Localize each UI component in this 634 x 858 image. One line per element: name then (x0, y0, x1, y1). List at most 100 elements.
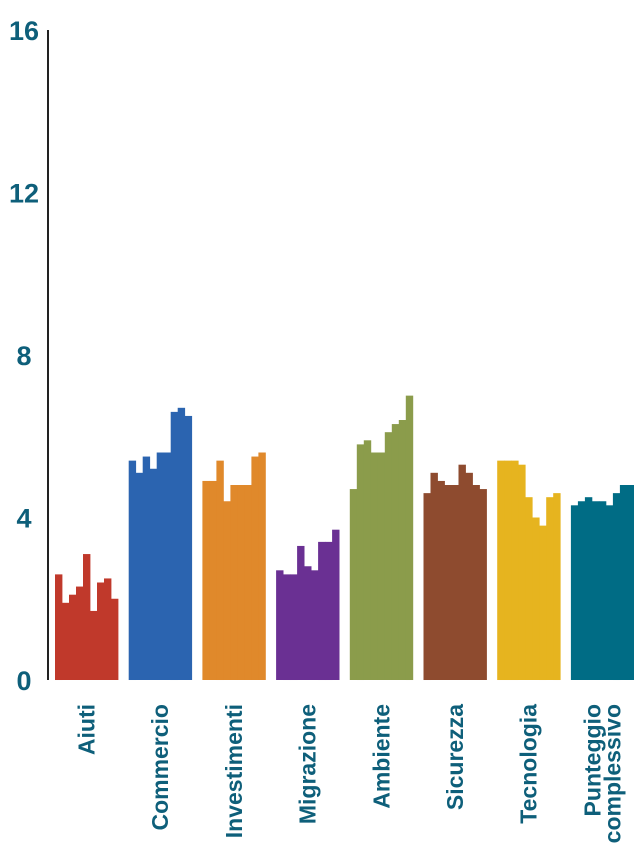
y-tick-label: 0 (16, 666, 31, 696)
bar (170, 411, 179, 681)
x-tick-label: Investimenti (221, 704, 247, 838)
bar-groups (55, 395, 634, 681)
bar (546, 497, 554, 680)
y-tick-label: 4 (16, 504, 31, 534)
bar (479, 489, 487, 680)
y-axis-ticks: 0 4 8 12 16 (9, 16, 39, 696)
x-tick-label-line: Migrazione (295, 704, 321, 824)
bar-group (276, 529, 340, 681)
bar (276, 570, 284, 680)
bar (553, 493, 561, 681)
bar (377, 452, 386, 680)
x-tick-label-line: Investimenti (221, 704, 247, 838)
bar (135, 472, 144, 680)
bar (149, 468, 158, 680)
bar-group (497, 460, 561, 681)
x-tick-label: Tecnologia (516, 704, 542, 824)
bar (216, 460, 224, 681)
bar (237, 485, 245, 680)
bar (626, 485, 634, 680)
bar (532, 517, 540, 680)
bar (605, 505, 614, 680)
bar (458, 464, 466, 680)
bar-group (570, 485, 634, 681)
bar (184, 415, 193, 680)
bar (177, 407, 186, 680)
x-tick-label: Migrazione (295, 704, 321, 824)
bar (209, 480, 217, 680)
bar (90, 610, 98, 680)
bar (539, 525, 547, 681)
bar (472, 485, 480, 680)
bar (570, 505, 579, 680)
bar (311, 570, 319, 680)
bar-group (349, 395, 414, 681)
bar (391, 424, 400, 680)
x-tick-label-line: Tecnologia (516, 704, 542, 824)
bar (202, 480, 210, 680)
bar-group (202, 452, 266, 681)
bar (384, 432, 393, 680)
bar (504, 460, 512, 681)
bar (332, 529, 340, 680)
bar (163, 452, 172, 680)
bar (577, 501, 586, 680)
bar (55, 574, 63, 681)
x-tick-label: Aiuti (74, 704, 100, 755)
x-tick-label: Punteggiocomplessivo (579, 704, 625, 843)
bar (349, 489, 358, 680)
bar (128, 460, 137, 681)
bar (497, 460, 505, 681)
bar-group (128, 407, 193, 681)
bar (230, 485, 238, 680)
bar (69, 594, 77, 680)
bar (244, 485, 252, 680)
bar (258, 452, 266, 680)
bar (612, 493, 621, 681)
bar (423, 493, 431, 681)
x-tick-label: Commercio (147, 704, 173, 831)
bar (251, 456, 259, 680)
bar (356, 444, 365, 681)
bar (304, 566, 312, 680)
x-tick-label: Sicurezza (442, 704, 468, 810)
bar (430, 472, 438, 680)
bar-group (423, 464, 487, 681)
bar (437, 480, 445, 680)
bar (511, 460, 519, 681)
bar (444, 485, 452, 680)
bar (525, 497, 533, 680)
bar (62, 602, 70, 680)
bar (290, 574, 298, 681)
bar (83, 554, 91, 680)
x-axis-labels: Aiuti Commercio Investimenti Migrazione Ambi… (74, 704, 626, 844)
bar (363, 440, 372, 680)
x-tick-label-line: Ambiente (368, 704, 394, 809)
x-tick-label: Ambiente (368, 704, 394, 809)
bar (111, 598, 119, 680)
bar (598, 501, 607, 680)
bar (370, 452, 379, 680)
x-tick-label-line: complessivo (599, 704, 625, 843)
bar (591, 501, 600, 680)
bar (398, 420, 407, 680)
bar (283, 574, 291, 681)
bar (223, 501, 231, 680)
bar-group (55, 554, 119, 681)
y-tick-label: 8 (16, 341, 31, 371)
y-tick-label: 12 (9, 179, 39, 209)
bar (584, 497, 593, 680)
bar (156, 452, 165, 680)
bar (451, 485, 459, 680)
bar (97, 582, 105, 680)
bar (142, 456, 151, 680)
bar (318, 541, 326, 681)
x-tick-label-line: Punteggio (579, 704, 605, 816)
bar (104, 578, 112, 680)
bar (325, 541, 333, 681)
bar (465, 472, 473, 680)
bar (405, 395, 414, 681)
bar (619, 485, 628, 680)
x-tick-label-line: Commercio (147, 704, 173, 831)
